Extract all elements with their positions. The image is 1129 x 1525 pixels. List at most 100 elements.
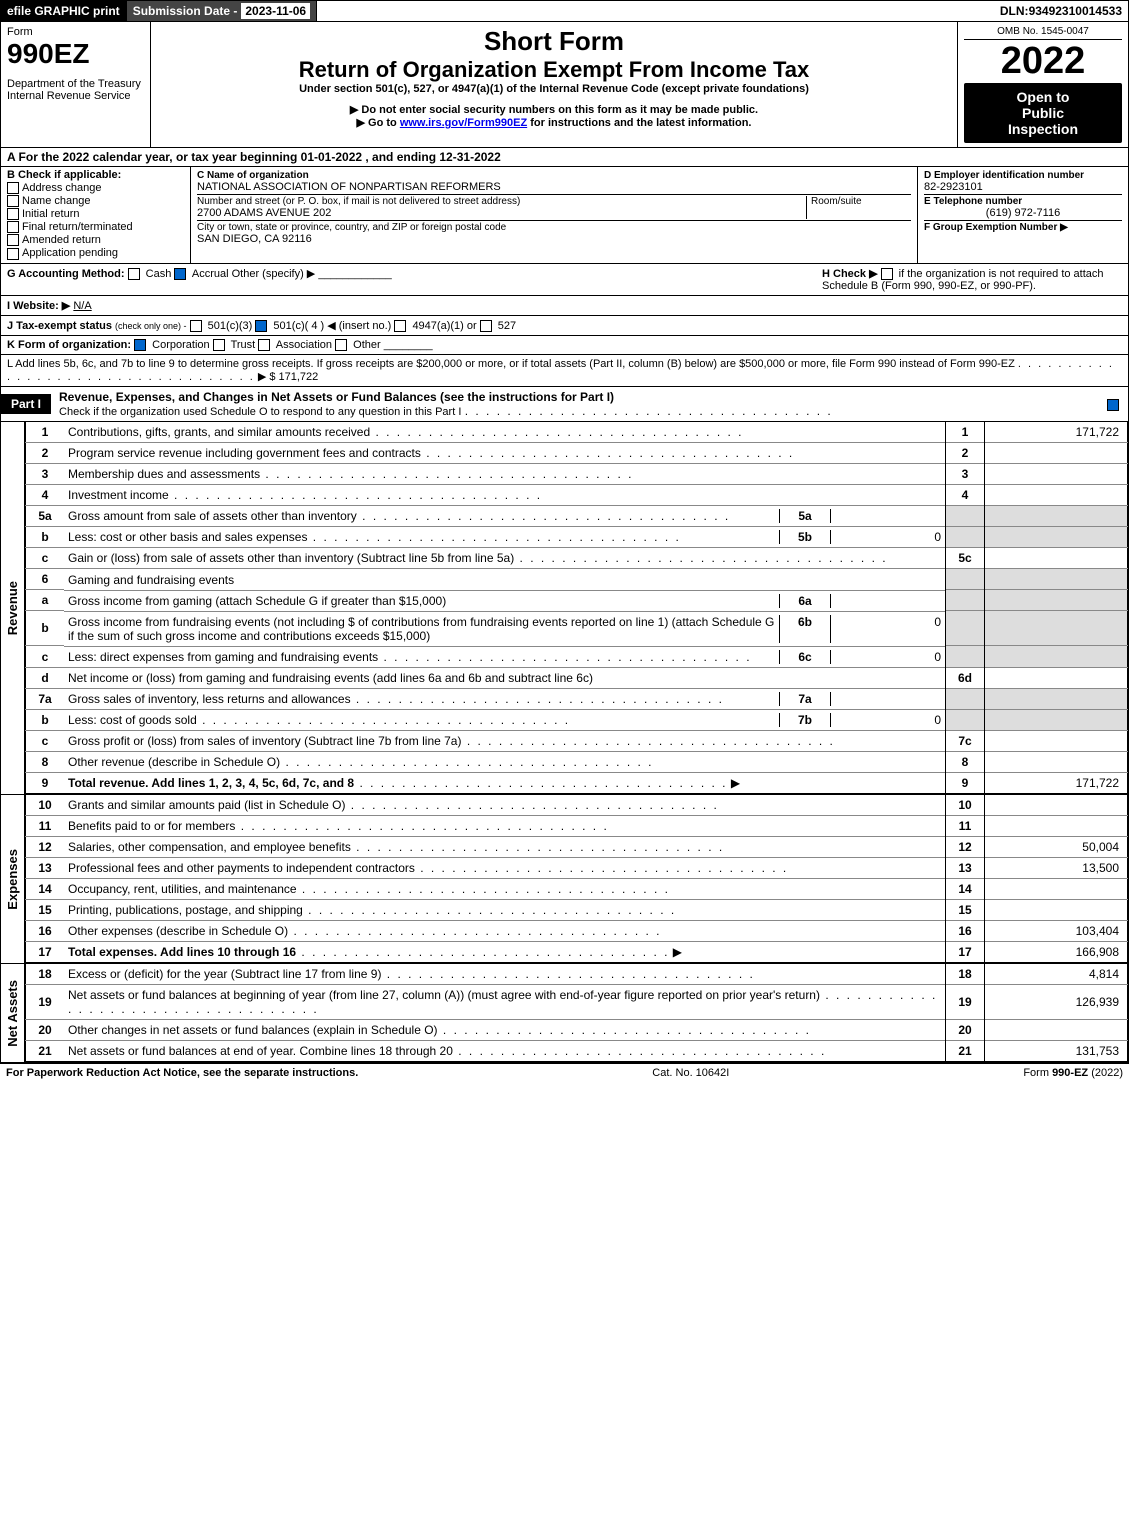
h-label: H Check ▶ (822, 268, 878, 280)
tax-year: 2022 (964, 40, 1122, 83)
check-h[interactable] (881, 268, 893, 280)
city: SAN DIEGO, CA 92116 (197, 233, 911, 245)
line-5c: cGain or (loss) from sale of assets othe… (26, 548, 1128, 569)
dln-label: DLN: (1000, 4, 1029, 18)
line-17: 17Total expenses. Add lines 10 through 1… (26, 942, 1128, 963)
sub3-pre: ▶ Go to (357, 117, 400, 129)
org-name: NATIONAL ASSOCIATION OF NONPARTISAN REFO… (197, 181, 911, 193)
netassets-label: Net Assets (3, 976, 22, 1051)
check-cash[interactable] (128, 268, 140, 280)
irs-link[interactable]: www.irs.gov/Form990EZ (400, 117, 527, 129)
accrual-label: Accrual (192, 268, 229, 280)
efile-label[interactable]: efile GRAPHIC print (1, 1, 127, 21)
revenue-label: Revenue (3, 577, 22, 639)
j-o2: 501(c)( 4 ) ◀ (insert no.) (273, 320, 391, 332)
check-501c[interactable] (255, 320, 267, 332)
irs: Internal Revenue Service (7, 90, 144, 102)
line-14: 14Occupancy, rent, utilities, and mainte… (26, 879, 1128, 900)
check-corp[interactable] (134, 339, 146, 351)
cash-label: Cash (146, 268, 172, 280)
dln: DLN: 93492310014533 (994, 1, 1128, 21)
submission-value: 2023-11-06 (241, 3, 310, 19)
netassets-side: Net Assets (1, 964, 25, 1062)
sub3-post: for instructions and the latest informat… (530, 117, 751, 129)
check-address-change[interactable]: Address change (7, 182, 184, 194)
open-to-public: Open to Public Inspection (964, 83, 1122, 143)
check-amended-return[interactable]: Amended return (7, 234, 184, 246)
check-other[interactable] (335, 339, 347, 351)
line-1: 1Contributions, gifts, grants, and simil… (26, 422, 1128, 443)
line-6a: aGross income from gaming (attach Schedu… (26, 590, 1128, 611)
footer: For Paperwork Reduction Act Notice, see … (0, 1063, 1129, 1082)
form-number: 990EZ (7, 38, 144, 70)
check-initial-return[interactable]: Initial return (7, 208, 184, 220)
line-6b: bGross income from fundraising events (n… (26, 611, 1128, 646)
check-4947[interactable] (394, 320, 406, 332)
f-label: F Group Exemption Number ▶ (924, 222, 1122, 233)
street-label: Number and street (or P. O. box, if mail… (197, 196, 806, 207)
part1-label: Part I (1, 394, 51, 414)
line-13: 13Professional fees and other payments t… (26, 858, 1128, 879)
expenses-section: Expenses 10Grants and similar amounts pa… (0, 795, 1129, 964)
k-o2: Trust (231, 339, 256, 351)
row-i: I Website: ▶ N/A (0, 296, 1129, 316)
check-label: Name change (22, 195, 91, 207)
check-label: Address change (22, 182, 102, 194)
ein: 82-2923101 (924, 181, 1122, 193)
part1-header: Part I Revenue, Expenses, and Changes in… (0, 387, 1129, 422)
part1-check[interactable] (1101, 394, 1128, 414)
col-def: D Employer identification number 82-2923… (918, 167, 1128, 263)
footer-right: Form 990-EZ (2022) (1023, 1067, 1123, 1079)
netassets-table: 18Excess or (deficit) for the year (Subt… (25, 964, 1128, 1062)
line-7b: bLess: cost of goods sold7b0 (26, 709, 1128, 731)
row-a: A For the 2022 calendar year, or tax yea… (0, 148, 1129, 167)
row-gh: G Accounting Method: Cash Accrual Other … (0, 264, 1129, 296)
check-label: Application pending (22, 247, 118, 259)
form-center: Short Form Return of Organization Exempt… (151, 22, 958, 147)
check-trust[interactable] (213, 339, 225, 351)
other-label: Other (specify) ▶ (232, 268, 316, 280)
row-j: J Tax-exempt status (check only one) - 5… (0, 316, 1129, 336)
g-block: G Accounting Method: Cash Accrual Other … (7, 267, 392, 292)
j-o1: 501(c)(3) (208, 320, 253, 332)
line-12: 12Salaries, other compensation, and empl… (26, 837, 1128, 858)
line-21: 21Net assets or fund balances at end of … (26, 1041, 1128, 1062)
part1-title: Revenue, Expenses, and Changes in Net As… (51, 387, 1101, 421)
submission-date: Submission Date - 2023-11-06 (127, 1, 317, 21)
line-7c: cGross profit or (loss) from sales of in… (26, 731, 1128, 752)
line-5a: 5aGross amount from sale of assets other… (26, 505, 1128, 526)
phone: (619) 972-7116 (924, 207, 1122, 219)
h-block: H Check ▶ if the organization is not req… (822, 267, 1122, 292)
b-label: B Check if applicable: (7, 169, 184, 181)
dept: Department of the Treasury (7, 78, 144, 90)
form-header: Form 990EZ Department of the Treasury In… (0, 22, 1129, 148)
open3: Inspection (970, 121, 1116, 137)
l-val: $ 171,722 (269, 371, 318, 383)
check-label: Initial return (22, 208, 79, 220)
sub1: Under section 501(c), 527, or 4947(a)(1)… (157, 83, 951, 95)
line-2: 2Program service revenue including gover… (26, 442, 1128, 463)
check-accrual[interactable] (174, 268, 186, 280)
line-5b: bLess: cost or other basis and sales exp… (26, 526, 1128, 548)
line-4: 4Investment income4 (26, 484, 1128, 505)
check-final-return[interactable]: Final return/terminated (7, 221, 184, 233)
line-20: 20Other changes in net assets or fund ba… (26, 1020, 1128, 1041)
check-assoc[interactable] (258, 339, 270, 351)
k-o3: Association (276, 339, 332, 351)
line-16: 16Other expenses (describe in Schedule O… (26, 921, 1128, 942)
line-8: 8Other revenue (describe in Schedule O)8 (26, 752, 1128, 773)
part1-title-text: Revenue, Expenses, and Changes in Net As… (59, 390, 614, 404)
return-title: Return of Organization Exempt From Incom… (157, 57, 951, 83)
form-word: Form (7, 26, 144, 38)
revenue-section: Revenue 1Contributions, gifts, grants, a… (0, 422, 1129, 796)
submission-label: Submission Date - (133, 4, 238, 18)
check-501c3[interactable] (190, 320, 202, 332)
check-name-change[interactable]: Name change (7, 195, 184, 207)
col-c: C Name of organization NATIONAL ASSOCIAT… (191, 167, 918, 263)
expenses-side: Expenses (1, 795, 25, 963)
website: N/A (73, 300, 91, 312)
dln-value: 93492310014533 (1029, 4, 1122, 18)
check-application-pending[interactable]: Application pending (7, 247, 184, 259)
top-bar: efile GRAPHIC print Submission Date - 20… (0, 0, 1129, 22)
check-527[interactable] (480, 320, 492, 332)
